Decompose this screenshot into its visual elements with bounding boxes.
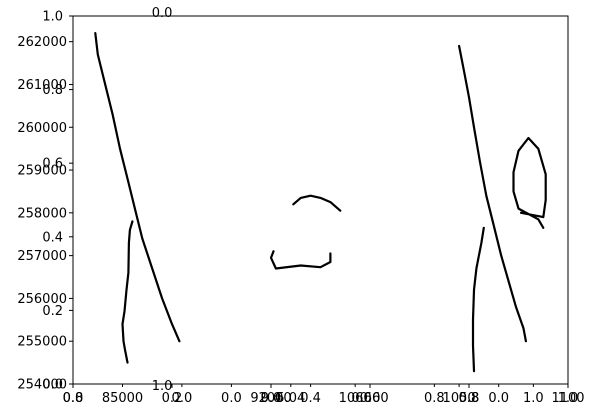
x-tick-label: 1.0: [558, 391, 579, 406]
y-tick-label: 254000: [17, 378, 67, 393]
y-overlay-tick-label: 1.0: [42, 10, 63, 25]
y-overlay-tick-label: 0.8: [42, 83, 63, 98]
y-tick-label: 261000: [17, 78, 67, 93]
overlay-label: 0.0: [152, 6, 173, 21]
y-overlay-tick-label: 0.2: [42, 304, 63, 319]
y-overlay-tick-label: 0.0: [42, 378, 63, 393]
y-tick-label: 262000: [17, 35, 67, 50]
x-panel-tick-label: 85000: [102, 391, 143, 406]
plot-frame: [72, 15, 569, 385]
x-tick-label: 0.6: [360, 391, 381, 406]
overlay-label: 1.0: [152, 379, 173, 394]
series-line-4: [269, 250, 332, 270]
y-overlay-tick-label: 0.6: [42, 157, 63, 172]
x-tick-label: 0.2: [162, 391, 183, 406]
series-line-6: [471, 226, 485, 373]
series-layer: [94, 31, 547, 373]
x-panel-tick-label: 9.0: [261, 391, 282, 406]
x-panel-tick-label: 5.04: [276, 391, 305, 406]
y-tick-label: 255000: [17, 335, 67, 350]
y-tick-label: 256000: [17, 292, 67, 307]
x-panel-tick-label: 0.4: [300, 391, 321, 406]
y-axis: 254000 255000 256000 257000 258000 259000 2600…: [17, 35, 73, 393]
series-line-7: [512, 136, 547, 229]
x-panel-tick-label: 0.0: [172, 391, 193, 406]
series-line-3: [292, 194, 342, 212]
x-panel-tick-label: 0.0: [488, 391, 509, 406]
x-panel-tick-label: 1050: [443, 391, 476, 406]
x-tick-label: 0.0: [63, 391, 84, 406]
y-tick-label: 257000: [17, 249, 67, 264]
x-tick-label: 0.4: [261, 391, 282, 406]
y-tick-label: 258000: [17, 206, 67, 221]
extra-labels: 0.0 1.0: [152, 6, 173, 394]
y-tick-label: 259000: [17, 164, 67, 179]
x-panel-tick-label: 0.8: [459, 391, 480, 406]
x-panel-tick-label: 1100: [551, 391, 584, 406]
y-overlay-tick-label: 0.4: [42, 230, 63, 245]
y-tick-label: 260000: [17, 121, 67, 136]
x-tick-label: 0.8: [459, 391, 480, 406]
x-panel-tick-label: 0.600: [351, 391, 388, 406]
series-line-1: [94, 31, 181, 343]
x-panel-tick-label: 92000: [250, 391, 291, 406]
x-panel-tick-label: 1060: [339, 391, 372, 406]
series-line-5: [458, 44, 528, 343]
series-line-2: [121, 220, 134, 364]
x-panel-tick-label: 0.8: [424, 391, 445, 406]
x-panel-tick-label: 1.0: [523, 391, 544, 406]
x-panel-tick-label: 0.0: [221, 391, 242, 406]
x-panel-tick-label: 0.8: [63, 391, 84, 406]
y-axis-overlay: 0.0 0.2 0.4 0.6 0.8 1.0: [42, 10, 73, 393]
x-axis: 0.0 0.2 0.4 0.6 0.8 1.00.8 85000 0.0 0.0 920009.0…: [63, 384, 585, 406]
